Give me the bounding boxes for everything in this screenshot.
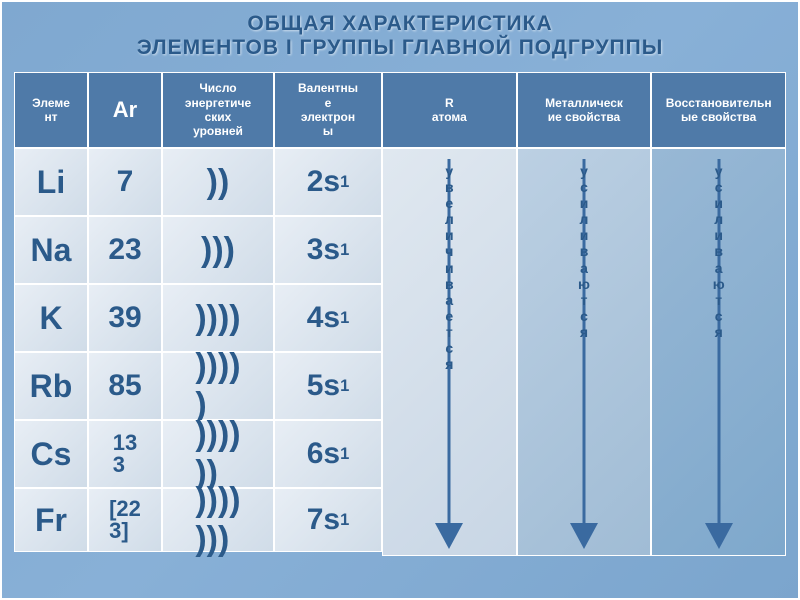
col-levels: Числоэнергетическихуровней )) ))) )))) )… [162,72,274,556]
col-element: Элемент Li Na K Rb Cs Fr [14,72,88,556]
title-line2: ЭЛЕМЕНТОВ I ГРУППЫ ГЛАВНОЙ ПОДГРУППЫ [22,36,778,60]
cell-valence: 3s1 [274,216,382,284]
col-ar: Ar 7 23 39 85 133 [223] [88,72,162,556]
cell-ar: 133 [88,420,162,488]
cell-element: Fr [14,488,88,552]
header-levels: Числоэнергетическихуровней [162,72,274,148]
cell-valence: 2s1 [274,148,382,216]
arrow-label: усиливаются [713,163,725,340]
col-radius: Rатома увеличивается [382,72,517,556]
cell-valence: 5s1 [274,352,382,420]
cell-ar: 7 [88,148,162,216]
title-block: ОБЩАЯ ХАРАКТЕРИСТИКА ЭЛЕМЕНТОВ I ГРУППЫ … [2,2,798,66]
header-element: Элемент [14,72,88,148]
arrow-metallic: усиливаются [517,148,652,556]
arrow-radius: увеличивается [382,148,517,556]
cell-levels: )) [162,148,274,216]
header-valence: Валентныеэлектроны [274,72,382,148]
cell-levels: ))) [162,216,274,284]
arrow-reducing: усиливаются [651,148,786,556]
arrow-label: усиливаются [578,163,590,340]
characteristics-table: Элемент Li Na K Rb Cs Fr Ar 7 23 39 85 1… [14,72,786,556]
cell-levels: )))) [162,284,274,352]
cell-ar: 85 [88,352,162,420]
slide: ОБЩАЯ ХАРАКТЕРИСТИКА ЭЛЕМЕНТОВ I ГРУППЫ … [0,0,800,600]
title-line1: ОБЩАЯ ХАРАКТЕРИСТИКА [22,12,778,36]
header-radius: Rатома [382,72,517,148]
arrow-label: увеличивается [445,163,454,372]
cell-valence: 6s1 [274,420,382,488]
cell-element: Rb [14,352,88,420]
cell-ar: 39 [88,284,162,352]
col-metallic: Металлические свойства усиливаются [517,72,652,556]
cell-valence: 7s1 [274,488,382,552]
col-reducing: Восстановительные свойства усиливаются [651,72,786,556]
cell-element: Cs [14,420,88,488]
cell-element: Na [14,216,88,284]
cell-ar: 23 [88,216,162,284]
cell-element: Li [14,148,88,216]
cell-element: K [14,284,88,352]
header-metallic: Металлические свойства [517,72,652,148]
cell-levels: )))))) [162,420,274,488]
cell-levels: ))))) [162,352,274,420]
header-ar: Ar [88,72,162,148]
col-valence: Валентныеэлектроны 2s1 3s1 4s1 5s1 6s1 7… [274,72,382,556]
header-reducing: Восстановительные свойства [651,72,786,148]
cell-valence: 4s1 [274,284,382,352]
cell-ar: [223] [88,488,162,552]
cell-levels: ))))))) [162,488,274,552]
